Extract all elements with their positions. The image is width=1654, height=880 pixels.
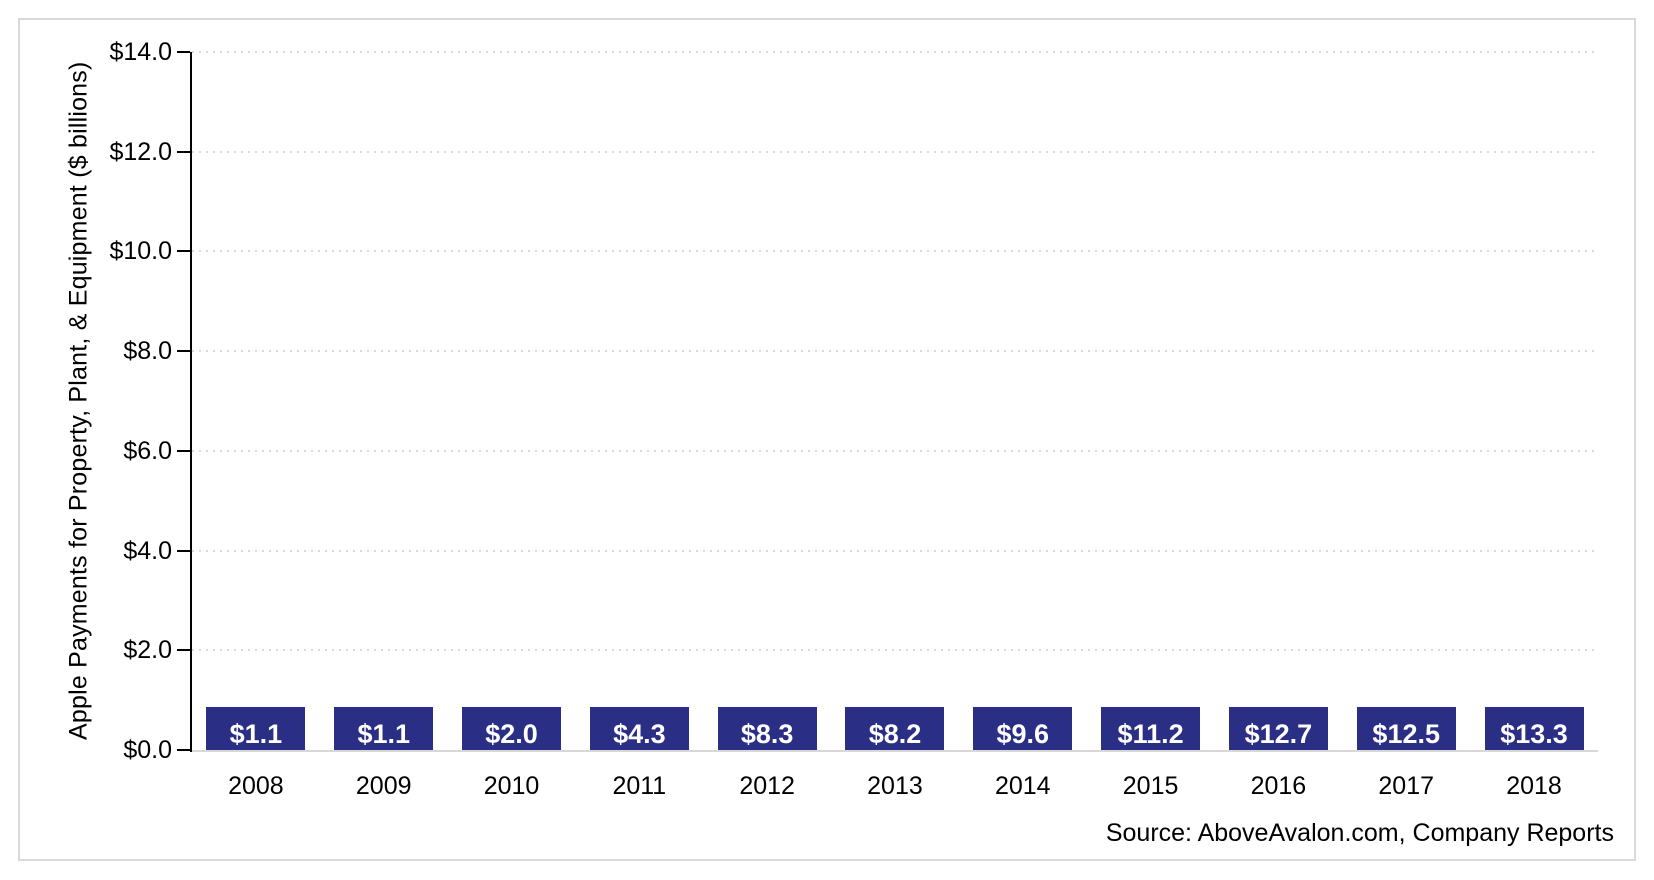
bar-slot: $2.0 bbox=[448, 707, 576, 750]
bar-slot: $13.3 bbox=[1470, 707, 1598, 750]
x-axis-tick-label: 2011 bbox=[612, 772, 667, 800]
bar-slot: $8.2 bbox=[831, 707, 959, 750]
bar-value-label: $2.0 bbox=[485, 719, 538, 749]
x-axis-tick-label: 2009 bbox=[355, 772, 412, 800]
bar-value-label: $1.1 bbox=[229, 719, 283, 749]
bar-value-label: $11.2 bbox=[1117, 719, 1184, 749]
x-axis-tick-label: 2008 bbox=[228, 772, 284, 800]
plot-area: $1.1 $1.1 $2.0 $4.3 $8.3 $8.2 $9.6 $11.2 $12.7 $1… bbox=[177, 51, 1598, 752]
bar-value-label: $12.7 bbox=[1244, 719, 1313, 749]
bar-value-label: $13.3 bbox=[1500, 719, 1568, 749]
bar-series: $1.1 $1.1 $2.0 $4.3 $8.3 $8.2 $9.6 $11.2 $12.7 $1… bbox=[192, 52, 1598, 750]
x-axis-tick-label: 2018 bbox=[1506, 772, 1562, 800]
y-axis-tick-label: $2.0 bbox=[123, 636, 172, 665]
y-axis-tick bbox=[177, 649, 190, 652]
gridline bbox=[192, 250, 1598, 253]
x-axis-tick-label: 2010 bbox=[483, 772, 540, 800]
bar: $2.0 bbox=[462, 707, 562, 750]
x-axis-tick-label: 2012 bbox=[739, 772, 795, 800]
y-axis-tick bbox=[177, 749, 190, 751]
y-axis-tick bbox=[177, 350, 190, 353]
bar-slot: $1.1 bbox=[320, 707, 448, 750]
bar: $8.3 bbox=[717, 707, 817, 750]
x-axis-tick-label: 2014 bbox=[994, 772, 1051, 800]
source-caption: Source: AboveAvalon.com, Company Reports bbox=[1105, 819, 1614, 847]
gridline bbox=[192, 649, 1598, 652]
y-axis-tick bbox=[177, 449, 190, 452]
gridline bbox=[192, 150, 1598, 153]
x-axis-tick-label: 2013 bbox=[867, 772, 923, 800]
y-axis-tick-label: $0.0 bbox=[123, 736, 172, 764]
chart-frame: Apple Payments for Property, Plant, & Eq… bbox=[18, 18, 1636, 861]
bar: $12.7 bbox=[1228, 707, 1328, 750]
y-axis-tick-label: $8.0 bbox=[123, 337, 172, 366]
bar-slot: $12.5 bbox=[1342, 707, 1470, 750]
bar-value-label: $1.1 bbox=[357, 719, 410, 749]
bar-slot: $4.3 bbox=[575, 707, 703, 750]
x-axis-tick-label: 2015 bbox=[1122, 772, 1179, 800]
y-axis-tick-label: $10.0 bbox=[109, 237, 172, 266]
bar-slot: $9.6 bbox=[959, 707, 1087, 750]
bar-slot: $8.3 bbox=[703, 707, 831, 750]
y-axis-tick bbox=[177, 51, 190, 53]
y-axis-tick bbox=[177, 250, 190, 253]
x-axis-tick-labels: 2008 2009 2010 2011 2012 2013 2014 2015 2016 2017… bbox=[192, 771, 1598, 801]
bar-value-label: $8.2 bbox=[868, 719, 922, 749]
bar-value-label: $4.3 bbox=[613, 719, 666, 749]
y-axis-tick-labels: $0.0 $2.0 $4.0 $6.0 $8.0 $10.0 $12.0 $14.0 bbox=[20, 38, 172, 764]
bar-slot: $12.7 bbox=[1215, 707, 1343, 750]
bar-slot: $1.1 bbox=[192, 707, 320, 750]
bar: $12.5 bbox=[1356, 707, 1456, 750]
y-axis-tick bbox=[177, 150, 190, 153]
y-axis-tick bbox=[177, 549, 190, 552]
gridline bbox=[192, 449, 1598, 452]
bar: $11.2 bbox=[1101, 707, 1201, 750]
bar-value-label: $12.5 bbox=[1372, 719, 1440, 749]
gridline bbox=[192, 51, 1598, 53]
gridline bbox=[192, 549, 1598, 552]
x-axis-tick-label: 2017 bbox=[1378, 772, 1435, 800]
bar: $8.2 bbox=[845, 707, 945, 750]
y-axis-tick-label: $4.0 bbox=[123, 536, 172, 565]
bar-slot: $11.2 bbox=[1087, 707, 1215, 750]
bar: $13.3 bbox=[1484, 707, 1584, 750]
bar: $9.6 bbox=[973, 707, 1073, 750]
bar: $1.1 bbox=[334, 707, 434, 750]
x-axis-tick-label: 2016 bbox=[1250, 772, 1307, 800]
bar: $4.3 bbox=[589, 707, 689, 750]
bar-value-label: $9.6 bbox=[996, 719, 1050, 749]
bar: $1.1 bbox=[206, 707, 306, 750]
y-axis-tick-label: $14.0 bbox=[109, 38, 172, 66]
gridline bbox=[192, 350, 1598, 353]
x-axis-line bbox=[192, 750, 1598, 752]
bar-value-label: $8.3 bbox=[740, 719, 794, 749]
y-axis-tick-label: $12.0 bbox=[109, 137, 172, 166]
y-axis-line bbox=[190, 52, 192, 752]
y-axis-tick-label: $6.0 bbox=[123, 436, 172, 465]
